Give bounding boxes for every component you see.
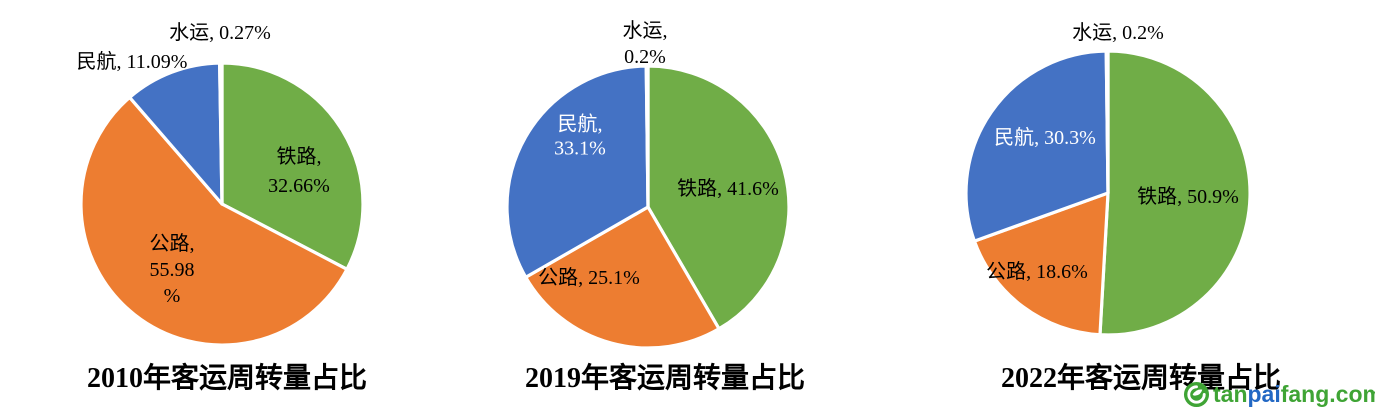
pie-slice-水运 bbox=[644, 64, 650, 209]
chart-title-2019: 2019年客运周转量占比 bbox=[524, 363, 806, 394]
pie-slice-民航 bbox=[128, 61, 224, 206]
pie-slice-公路 bbox=[524, 205, 721, 350]
slice-label-shuiyun-2022: 水运, 0.2% bbox=[1072, 22, 1164, 44]
slice-label-minhang-2019: 民航, 33.1% bbox=[554, 113, 606, 160]
chart-title-2010: 2010年客运周转量占比 bbox=[86, 363, 368, 394]
pie-slice-民航 bbox=[505, 64, 650, 279]
pie-slice-公路 bbox=[972, 191, 1110, 337]
pie-slice-铁路 bbox=[220, 61, 365, 271]
tanpaifang-logo-icon bbox=[1183, 381, 1210, 408]
pie-slice-铁路 bbox=[1098, 49, 1252, 337]
slice-label-gonglu-2022: 公路, 18.6% bbox=[986, 261, 1088, 283]
pie-slice-民航 bbox=[964, 49, 1110, 243]
slice-label-shuiyun-2019: 水运, 0.2% bbox=[622, 20, 668, 68]
pie-2019 bbox=[505, 64, 791, 350]
slice-label-gonglu-2010: 公路, 55.98 % bbox=[149, 233, 195, 307]
slice-label-minhang-2022: 民航, 30.3% bbox=[994, 127, 1096, 149]
pie-2010 bbox=[79, 61, 365, 347]
slice-label-tielu-2019: 铁路, 41.6% bbox=[677, 178, 779, 200]
watermark-text-pai: pai bbox=[1247, 381, 1281, 407]
pie-2022 bbox=[964, 49, 1252, 337]
watermark-text-fangcom: fang.com bbox=[1280, 381, 1375, 407]
pie-slice-水运 bbox=[218, 61, 224, 206]
tanpaifang-watermark[interactable]: tanpaifang.com bbox=[1183, 381, 1375, 408]
chart-title-2022: 2022年客运周转量占比 bbox=[1000, 363, 1282, 394]
slice-label-tielu-2022: 铁路, 50.9% bbox=[1137, 186, 1239, 208]
pie-slice-公路 bbox=[79, 95, 349, 347]
slice-label-shuiyun-2010: 水运, 0.27% bbox=[169, 22, 271, 44]
slice-label-tielu-2010: 铁路, 32.66% bbox=[268, 146, 330, 197]
pie-slice-铁路 bbox=[646, 64, 791, 331]
watermark-text: tanpaifang.com bbox=[1213, 381, 1375, 408]
pie-slice-水运 bbox=[1104, 49, 1110, 195]
slice-label-gonglu-2019: 公路, 25.1% bbox=[538, 267, 640, 289]
watermark-text-tan: tan bbox=[1213, 381, 1248, 407]
slice-label-minhang-2010: 民航, 11.09% bbox=[76, 51, 188, 73]
